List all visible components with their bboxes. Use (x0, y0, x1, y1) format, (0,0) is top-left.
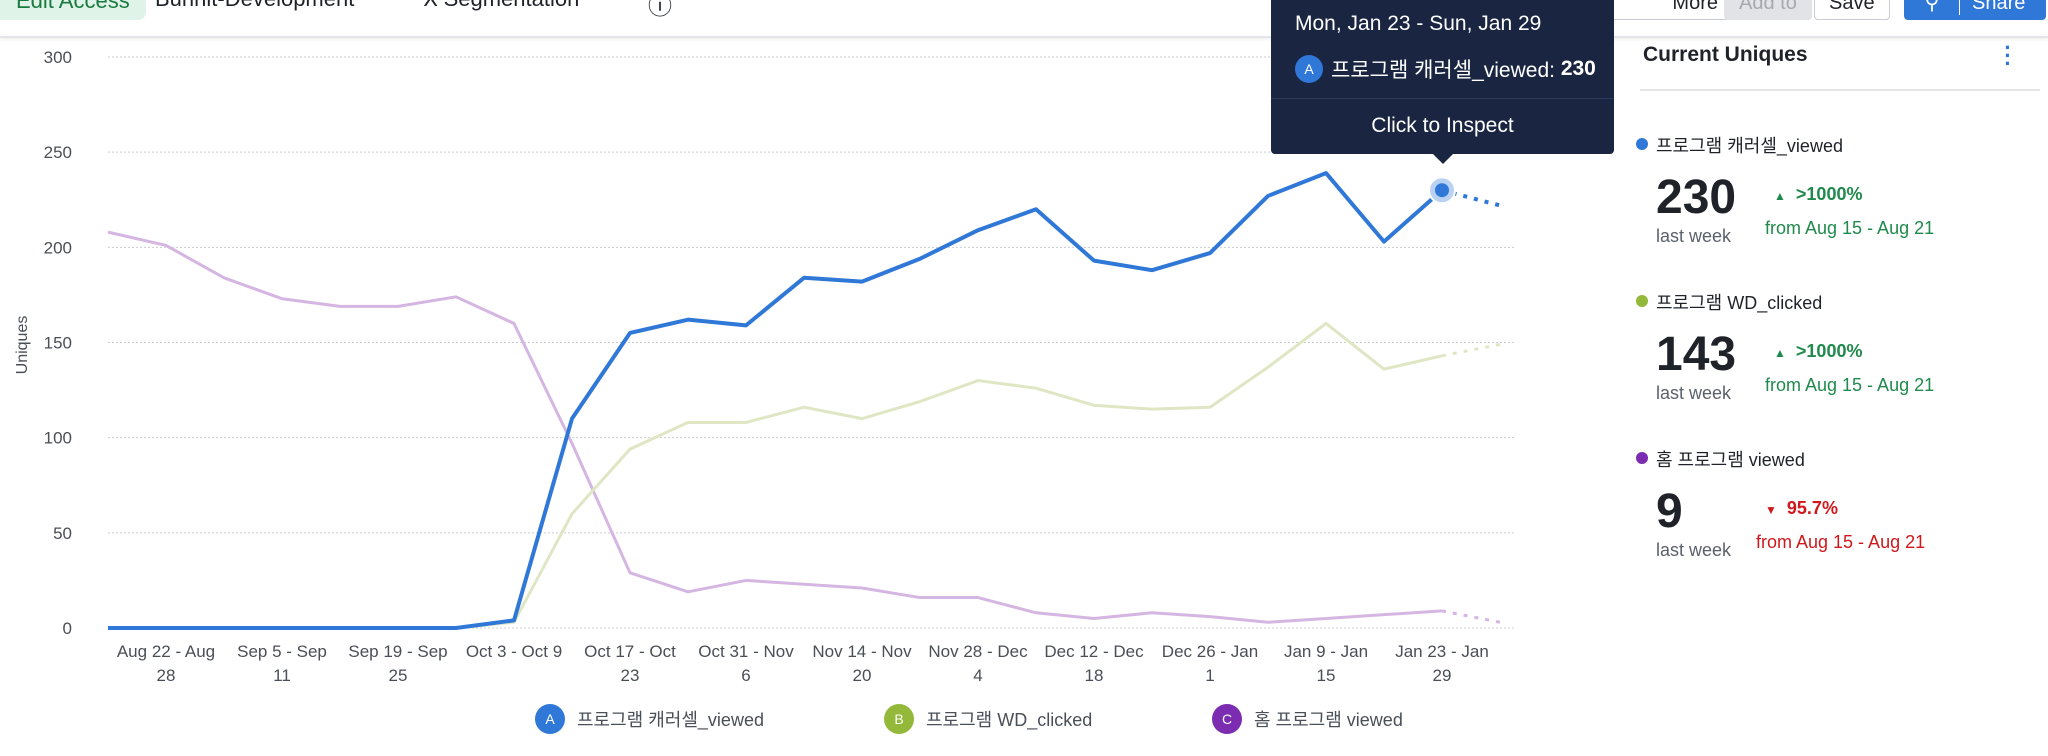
y-tick-label: 0 (63, 619, 72, 638)
share-label: Share (1972, 0, 2026, 14)
current-uniques-item: 프로그램 WD_clicked 143 last week ▲ >1000% f… (1630, 275, 2040, 425)
segmentation-mode[interactable]: ⅄ Segmentation (424, 0, 579, 12)
x-tick-label: Jan 23 - Jan (1395, 642, 1489, 661)
legend-badge-b: B (884, 704, 914, 734)
edit-access-badge[interactable]: Edit Access (0, 0, 146, 20)
x-tick-label-line2: 29 (1433, 666, 1452, 685)
legend-badge-a: A (535, 704, 565, 734)
x-tick-label-line2: 20 (853, 666, 872, 685)
x-tick-label: Nov 28 - Dec (928, 642, 1028, 661)
x-tick-label-line2: 15 (1317, 666, 1336, 685)
chart-tooltip[interactable]: Mon, Jan 23 - Sun, Jan 29 A 프로그램 캐러셀_vie… (1271, 0, 1614, 154)
series-line-a (108, 171, 1444, 630)
tooltip-value: 230 (1560, 57, 1596, 80)
series-dot (1636, 452, 1648, 464)
x-tick-label-line2: 25 (389, 666, 408, 685)
tooltip-date: Mon, Jan 23 - Sun, Jan 29 (1295, 12, 1542, 35)
x-tick-label: Sep 5 - Sep (237, 642, 327, 661)
item-change: ▲ >1000% (1774, 341, 1862, 362)
y-tick-label: 300 (44, 48, 72, 67)
legend-label: 프로그램 WD_clicked (926, 710, 1093, 730)
click-to-inspect[interactable]: Click to Inspect (1371, 114, 1514, 137)
y-tick-label: 50 (53, 524, 72, 543)
y-tick-label: 100 (44, 429, 72, 448)
arrow-up-icon: ▲ (1774, 346, 1786, 360)
segmentation-icon: ⅄ (424, 0, 444, 11)
item-change: ▲ >1000% (1774, 184, 1862, 205)
add-to-button[interactable]: Add to (1724, 0, 1812, 20)
legend-item-a[interactable]: A 프로그램 캐러셀_viewed (535, 704, 764, 734)
x-tick-label: Sep 19 - Sep (348, 642, 447, 661)
item-from: from Aug 15 - Aug 21 (1765, 218, 1935, 238)
tooltip-arrow (1432, 153, 1454, 164)
x-tick-label-line2: 4 (973, 666, 982, 685)
legend-badge-c: C (1212, 704, 1242, 734)
x-tick-label-line2: 23 (621, 666, 640, 685)
current-uniques-item: 홈 프로그램 viewed 9 last week ▼ 95.7% from A… (1630, 432, 2040, 582)
item-period: last week (1656, 383, 1732, 403)
incomplete-segment-b (1441, 342, 1501, 358)
panel-title: Current Uniques (1643, 43, 1808, 66)
change-value: >1000% (1795, 184, 1863, 204)
current-uniques-item: 프로그램 캐러셀_viewed 230 last week ▲ >1000% f… (1630, 118, 2040, 268)
x-tick-label: Oct 17 - Oct (584, 642, 676, 661)
incomplete-segment-c (1441, 609, 1501, 624)
x-tick-label: Oct 31 - Nov (698, 642, 794, 661)
item-label: 프로그램 캐러셀_viewed (1656, 136, 1843, 156)
tooltip-series: 프로그램 캐러셀_viewed: (1331, 59, 1555, 82)
change-value: >1000% (1795, 341, 1863, 361)
item-value: 230 (1656, 171, 1737, 224)
info-icon[interactable]: ⓘ (648, 0, 672, 20)
arrow-up-icon: ▲ (1774, 189, 1786, 203)
panel-divider (1640, 89, 2040, 91)
y-axis-label: Uniques (14, 316, 31, 375)
share-button[interactable]: ⚲ Share (1904, 0, 2046, 20)
x-tick-label: Jan 9 - Jan (1284, 642, 1368, 661)
tooltip-divider (1271, 98, 1614, 99)
x-tick-label: Dec 12 - Dec (1044, 642, 1144, 661)
project-name[interactable]: Bunnit-Development (155, 0, 354, 12)
x-tick-label: Nov 14 - Nov (812, 642, 912, 661)
x-tick-label: Dec 26 - Jan (1162, 642, 1258, 661)
more-options-icon[interactable]: · · · (2004, 35, 2012, 76)
series-dot (1636, 138, 1648, 150)
item-period: last week (1656, 540, 1732, 560)
x-tick-label-line2: 11 (273, 666, 291, 685)
x-tick-label-line2: 6 (741, 666, 750, 685)
highlighted-point (1435, 183, 1449, 198)
y-tick-label: 250 (44, 143, 72, 162)
x-tick-label: Oct 3 - Oct 9 (466, 642, 562, 661)
y-tick-label: 200 (44, 238, 72, 257)
item-change: ▼ 95.7% (1765, 498, 1838, 519)
legend-label: 홈 프로그램 viewed (1254, 710, 1403, 730)
item-period: last week (1656, 226, 1732, 246)
x-tick-label: Aug 22 - Aug (117, 642, 215, 661)
top-toolbar: Edit Access Bunnit-Development ⅄ Segment… (0, 0, 2048, 38)
item-value: 9 (1656, 485, 1683, 538)
legend-item-b[interactable]: B 프로그램 WD_clicked (884, 704, 1092, 734)
x-tick-label-line2: 1 (1205, 666, 1214, 685)
item-label: 홈 프로그램 viewed (1656, 450, 1805, 470)
link-icon: ⚲ (1905, 0, 1960, 15)
x-tick-label-line2: 28 (157, 666, 176, 685)
series-a-badge: A (1295, 55, 1323, 83)
item-label: 프로그램 WD_clicked (1656, 293, 1823, 313)
legend-label: 프로그램 캐러셀_viewed (577, 710, 764, 730)
save-button[interactable]: Save (1814, 0, 1890, 20)
series-dot (1636, 295, 1648, 307)
legend-item-c[interactable]: C 홈 프로그램 viewed (1212, 704, 1403, 734)
segmentation-label: Segmentation (444, 0, 580, 11)
change-value: 95.7% (1786, 498, 1838, 518)
arrow-down-icon: ▼ (1765, 503, 1777, 517)
tooltip-row: A 프로그램 캐러셀_viewed: 230 (1295, 54, 1596, 84)
item-value: 143 (1656, 328, 1737, 381)
series-line-c (107, 230, 1443, 624)
x-tick-label-line2: 18 (1085, 666, 1104, 685)
item-from: from Aug 15 - Aug 21 (1765, 375, 1935, 395)
item-from: from Aug 15 - Aug 21 (1756, 532, 1926, 552)
y-tick-label: 150 (44, 334, 72, 353)
